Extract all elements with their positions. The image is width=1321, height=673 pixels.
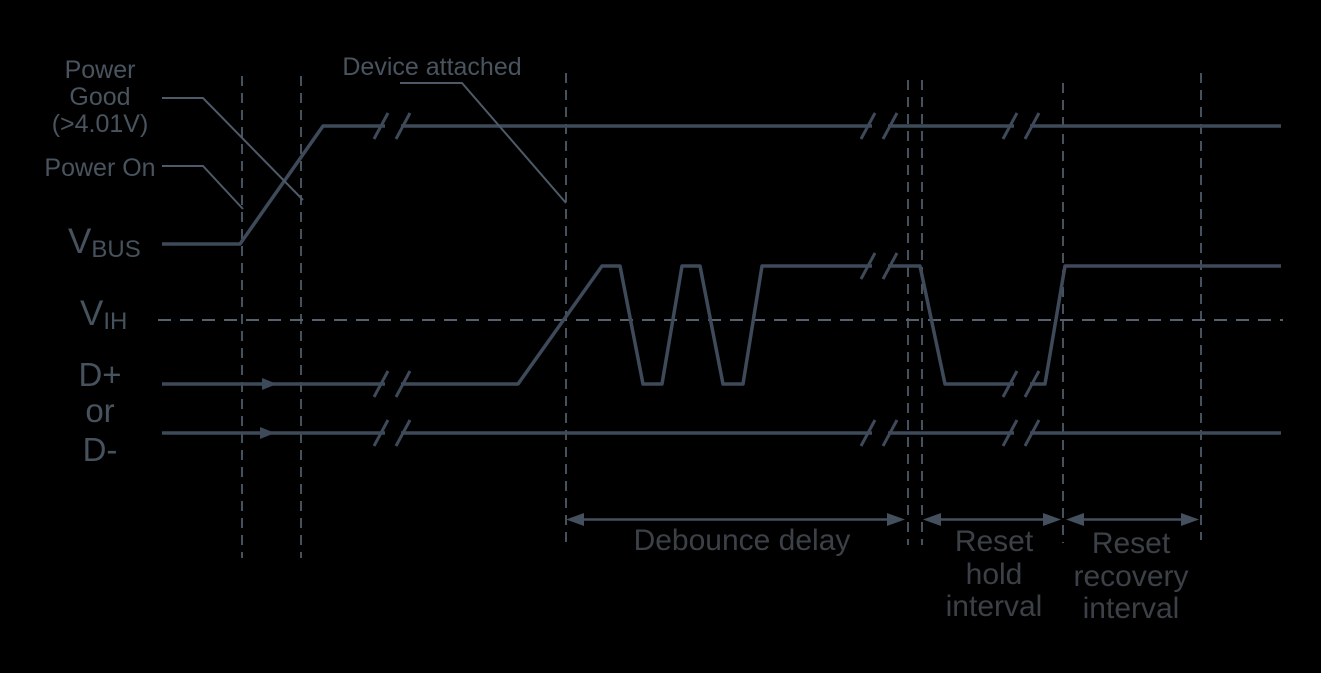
vih-label: VIH (80, 294, 127, 335)
arrowhead-right-icon (1181, 513, 1199, 526)
reset-recovery-label-line2: recovery (1073, 560, 1188, 593)
power-on-leader-line (162, 165, 244, 210)
vbus-label: VBUS (68, 222, 141, 263)
vbus-segment-rise (162, 124, 385, 246)
debounce-delay-arrow (566, 513, 905, 526)
reset-recovery-arrow (1066, 513, 1199, 526)
vbus-label-sub: BUS (91, 236, 140, 263)
dminus-waveform (162, 419, 1281, 447)
arrowhead-right-icon (1043, 513, 1061, 526)
vbus-label-main: V (68, 222, 92, 261)
reset-hold-label-line2: hold (966, 558, 1023, 591)
dplus-segment-attach-bounce (401, 264, 872, 386)
arrowhead-left-icon (1066, 513, 1084, 526)
power-good-label-line1: Power (65, 56, 136, 84)
arrowhead-left-icon (566, 513, 584, 526)
power-on-label: Power On (44, 154, 155, 182)
reset-hold-arrow (923, 513, 1061, 526)
dminus-label: D- (83, 431, 118, 468)
annotation-labels: Power Good (>4.01V) Power On Device atta… (44, 53, 521, 182)
leader-lines (162, 82, 567, 210)
device-attached-label: Device attached (342, 53, 521, 81)
arrowhead-right-icon (887, 513, 905, 526)
power-good-leader-line (162, 97, 304, 201)
dplus-waveform (162, 252, 1281, 398)
power-good-label-line3: (>4.01V) (52, 110, 149, 138)
vih-label-main: V (80, 294, 104, 333)
reset-recovery-label-line1: Reset (1092, 527, 1171, 560)
power-good-label-line2: Good (69, 83, 130, 111)
vbus-waveform (162, 112, 1281, 246)
device-attached-leader-line (400, 82, 567, 204)
dminus-direction-arrow-icon (260, 427, 275, 439)
vih-label-sub: IH (103, 308, 127, 335)
arrowhead-left-icon (923, 513, 941, 526)
dplus-break-marks (372, 252, 1041, 398)
dminus-break-marks (372, 419, 1041, 447)
dplus-label: D+ (78, 356, 121, 393)
reset-hold-label-line3: interval (946, 590, 1043, 623)
debounce-delay-label: Debounce delay (634, 524, 851, 557)
dplus-segment-recovery-high (1030, 264, 1281, 386)
or-label: or (85, 392, 114, 429)
vbus-break-marks (372, 112, 1041, 140)
reset-hold-label-line1: Reset (955, 525, 1034, 558)
dplus-segment-reset-low (888, 264, 1014, 386)
event-marker-lines (241, 73, 1202, 558)
dimension-arrows (566, 513, 1199, 526)
reset-recovery-label-line3: interval (1083, 592, 1180, 625)
dplus-direction-arrow-icon (262, 378, 277, 390)
signal-labels: VBUS VIH D+ or D- (68, 222, 141, 468)
interval-labels: Debounce delay Reset hold interval Reset… (634, 524, 1189, 625)
